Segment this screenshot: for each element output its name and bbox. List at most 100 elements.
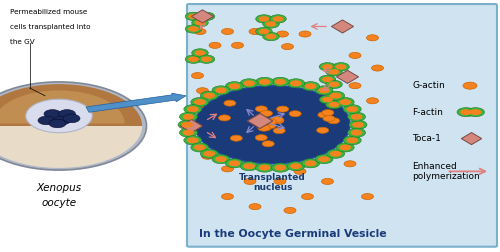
Text: Xenopus: Xenopus xyxy=(36,183,82,193)
Circle shape xyxy=(38,116,55,125)
Text: G-actin: G-actin xyxy=(412,81,446,90)
Circle shape xyxy=(274,165,286,171)
Circle shape xyxy=(182,130,194,136)
Text: Permeabilized mouse: Permeabilized mouse xyxy=(10,9,88,15)
Circle shape xyxy=(226,159,244,168)
Circle shape xyxy=(192,103,203,109)
Circle shape xyxy=(272,16,283,22)
Circle shape xyxy=(366,35,378,41)
Circle shape xyxy=(180,128,198,137)
Circle shape xyxy=(209,42,221,48)
Wedge shape xyxy=(0,126,142,168)
Text: cells transplanted into: cells transplanted into xyxy=(10,24,90,30)
Circle shape xyxy=(344,136,361,145)
Circle shape xyxy=(322,77,333,82)
Polygon shape xyxy=(180,119,203,133)
Circle shape xyxy=(181,122,193,128)
Circle shape xyxy=(191,98,209,107)
Wedge shape xyxy=(0,84,142,126)
Circle shape xyxy=(318,112,330,118)
Circle shape xyxy=(256,163,274,172)
Circle shape xyxy=(182,114,194,120)
Circle shape xyxy=(249,28,261,35)
Circle shape xyxy=(185,12,202,21)
Circle shape xyxy=(319,75,336,84)
Circle shape xyxy=(318,156,330,162)
Circle shape xyxy=(188,26,199,32)
Circle shape xyxy=(228,160,240,166)
Circle shape xyxy=(198,55,215,64)
Circle shape xyxy=(328,118,340,124)
Polygon shape xyxy=(247,113,273,129)
Polygon shape xyxy=(336,70,358,83)
Circle shape xyxy=(272,116,283,122)
Circle shape xyxy=(328,82,340,87)
Circle shape xyxy=(194,99,205,105)
Circle shape xyxy=(457,108,475,117)
Circle shape xyxy=(202,153,213,159)
Circle shape xyxy=(326,91,344,100)
Circle shape xyxy=(348,128,366,137)
Circle shape xyxy=(272,163,289,172)
Circle shape xyxy=(266,21,276,27)
Circle shape xyxy=(194,144,205,150)
Circle shape xyxy=(250,118,262,124)
Circle shape xyxy=(336,143,354,152)
Circle shape xyxy=(200,149,218,158)
Circle shape xyxy=(49,119,66,128)
Circle shape xyxy=(270,15,286,23)
Text: In the Oocyte Germinal Vesicle: In the Oocyte Germinal Vesicle xyxy=(198,229,386,239)
Circle shape xyxy=(198,12,215,21)
Circle shape xyxy=(201,56,212,62)
Circle shape xyxy=(194,20,205,25)
Circle shape xyxy=(272,77,289,86)
Circle shape xyxy=(0,82,146,170)
Circle shape xyxy=(256,135,268,141)
Circle shape xyxy=(344,105,361,114)
Text: F-actin: F-actin xyxy=(412,108,444,117)
Circle shape xyxy=(350,114,362,120)
Circle shape xyxy=(302,194,314,200)
Circle shape xyxy=(259,165,270,171)
Circle shape xyxy=(240,79,258,88)
Circle shape xyxy=(262,20,280,28)
Circle shape xyxy=(54,116,70,125)
Circle shape xyxy=(63,114,80,123)
Circle shape xyxy=(26,99,92,133)
Circle shape xyxy=(260,124,272,131)
Circle shape xyxy=(200,91,218,100)
Circle shape xyxy=(326,100,342,109)
Circle shape xyxy=(192,18,208,27)
Circle shape xyxy=(212,155,230,164)
Circle shape xyxy=(340,99,351,105)
Circle shape xyxy=(228,83,240,89)
Circle shape xyxy=(187,106,198,112)
Circle shape xyxy=(322,110,334,116)
Circle shape xyxy=(191,143,209,152)
Circle shape xyxy=(194,50,205,56)
Circle shape xyxy=(323,115,335,121)
Circle shape xyxy=(336,64,346,70)
Circle shape xyxy=(273,128,285,134)
Circle shape xyxy=(330,93,342,99)
Circle shape xyxy=(215,87,227,93)
Circle shape xyxy=(299,31,311,37)
Circle shape xyxy=(348,112,366,121)
Circle shape xyxy=(185,25,202,33)
Circle shape xyxy=(178,120,196,129)
Circle shape xyxy=(222,166,234,172)
Circle shape xyxy=(305,160,316,166)
Circle shape xyxy=(44,110,61,118)
Text: Toca-1: Toca-1 xyxy=(412,134,442,143)
Circle shape xyxy=(222,194,234,200)
Circle shape xyxy=(218,115,230,121)
Text: the GV: the GV xyxy=(10,39,35,45)
Circle shape xyxy=(328,69,340,75)
Circle shape xyxy=(256,106,268,112)
Circle shape xyxy=(302,82,320,91)
Circle shape xyxy=(272,118,284,124)
Circle shape xyxy=(258,125,270,131)
Circle shape xyxy=(366,98,378,104)
Circle shape xyxy=(188,56,199,62)
Circle shape xyxy=(315,155,333,164)
